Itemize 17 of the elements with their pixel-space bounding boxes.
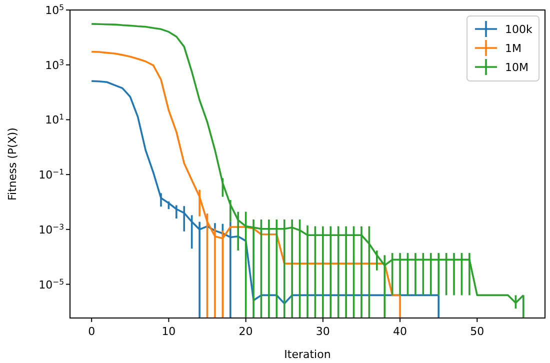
y-tick-label: 10$^{1}$ [45,112,64,127]
x-tick-label: 0 [88,325,96,338]
y-tick-label: 10$^{3}$ [45,57,64,72]
y-tick-label: 10$^{−1}$ [38,167,64,182]
legend-label: 10M [505,61,528,74]
legend-label: 1M [505,42,522,55]
x-tick-label: 30 [316,325,330,338]
x-tick-label: 20 [238,325,253,338]
x-axis-title: Iteration [284,348,331,361]
x-tick-label: 50 [470,325,484,338]
y-axis-title: Fitness (P(X)) [6,128,19,200]
y-tick-label: 10$^{5}$ [45,2,64,17]
x-tick-label: 10 [162,325,176,338]
y-tick-label: 10$^{−3}$ [38,222,64,236]
x-tick-label: 40 [393,325,408,338]
legend-label: 100k [505,23,533,36]
y-tick-label: 10$^{−5}$ [38,276,64,292]
